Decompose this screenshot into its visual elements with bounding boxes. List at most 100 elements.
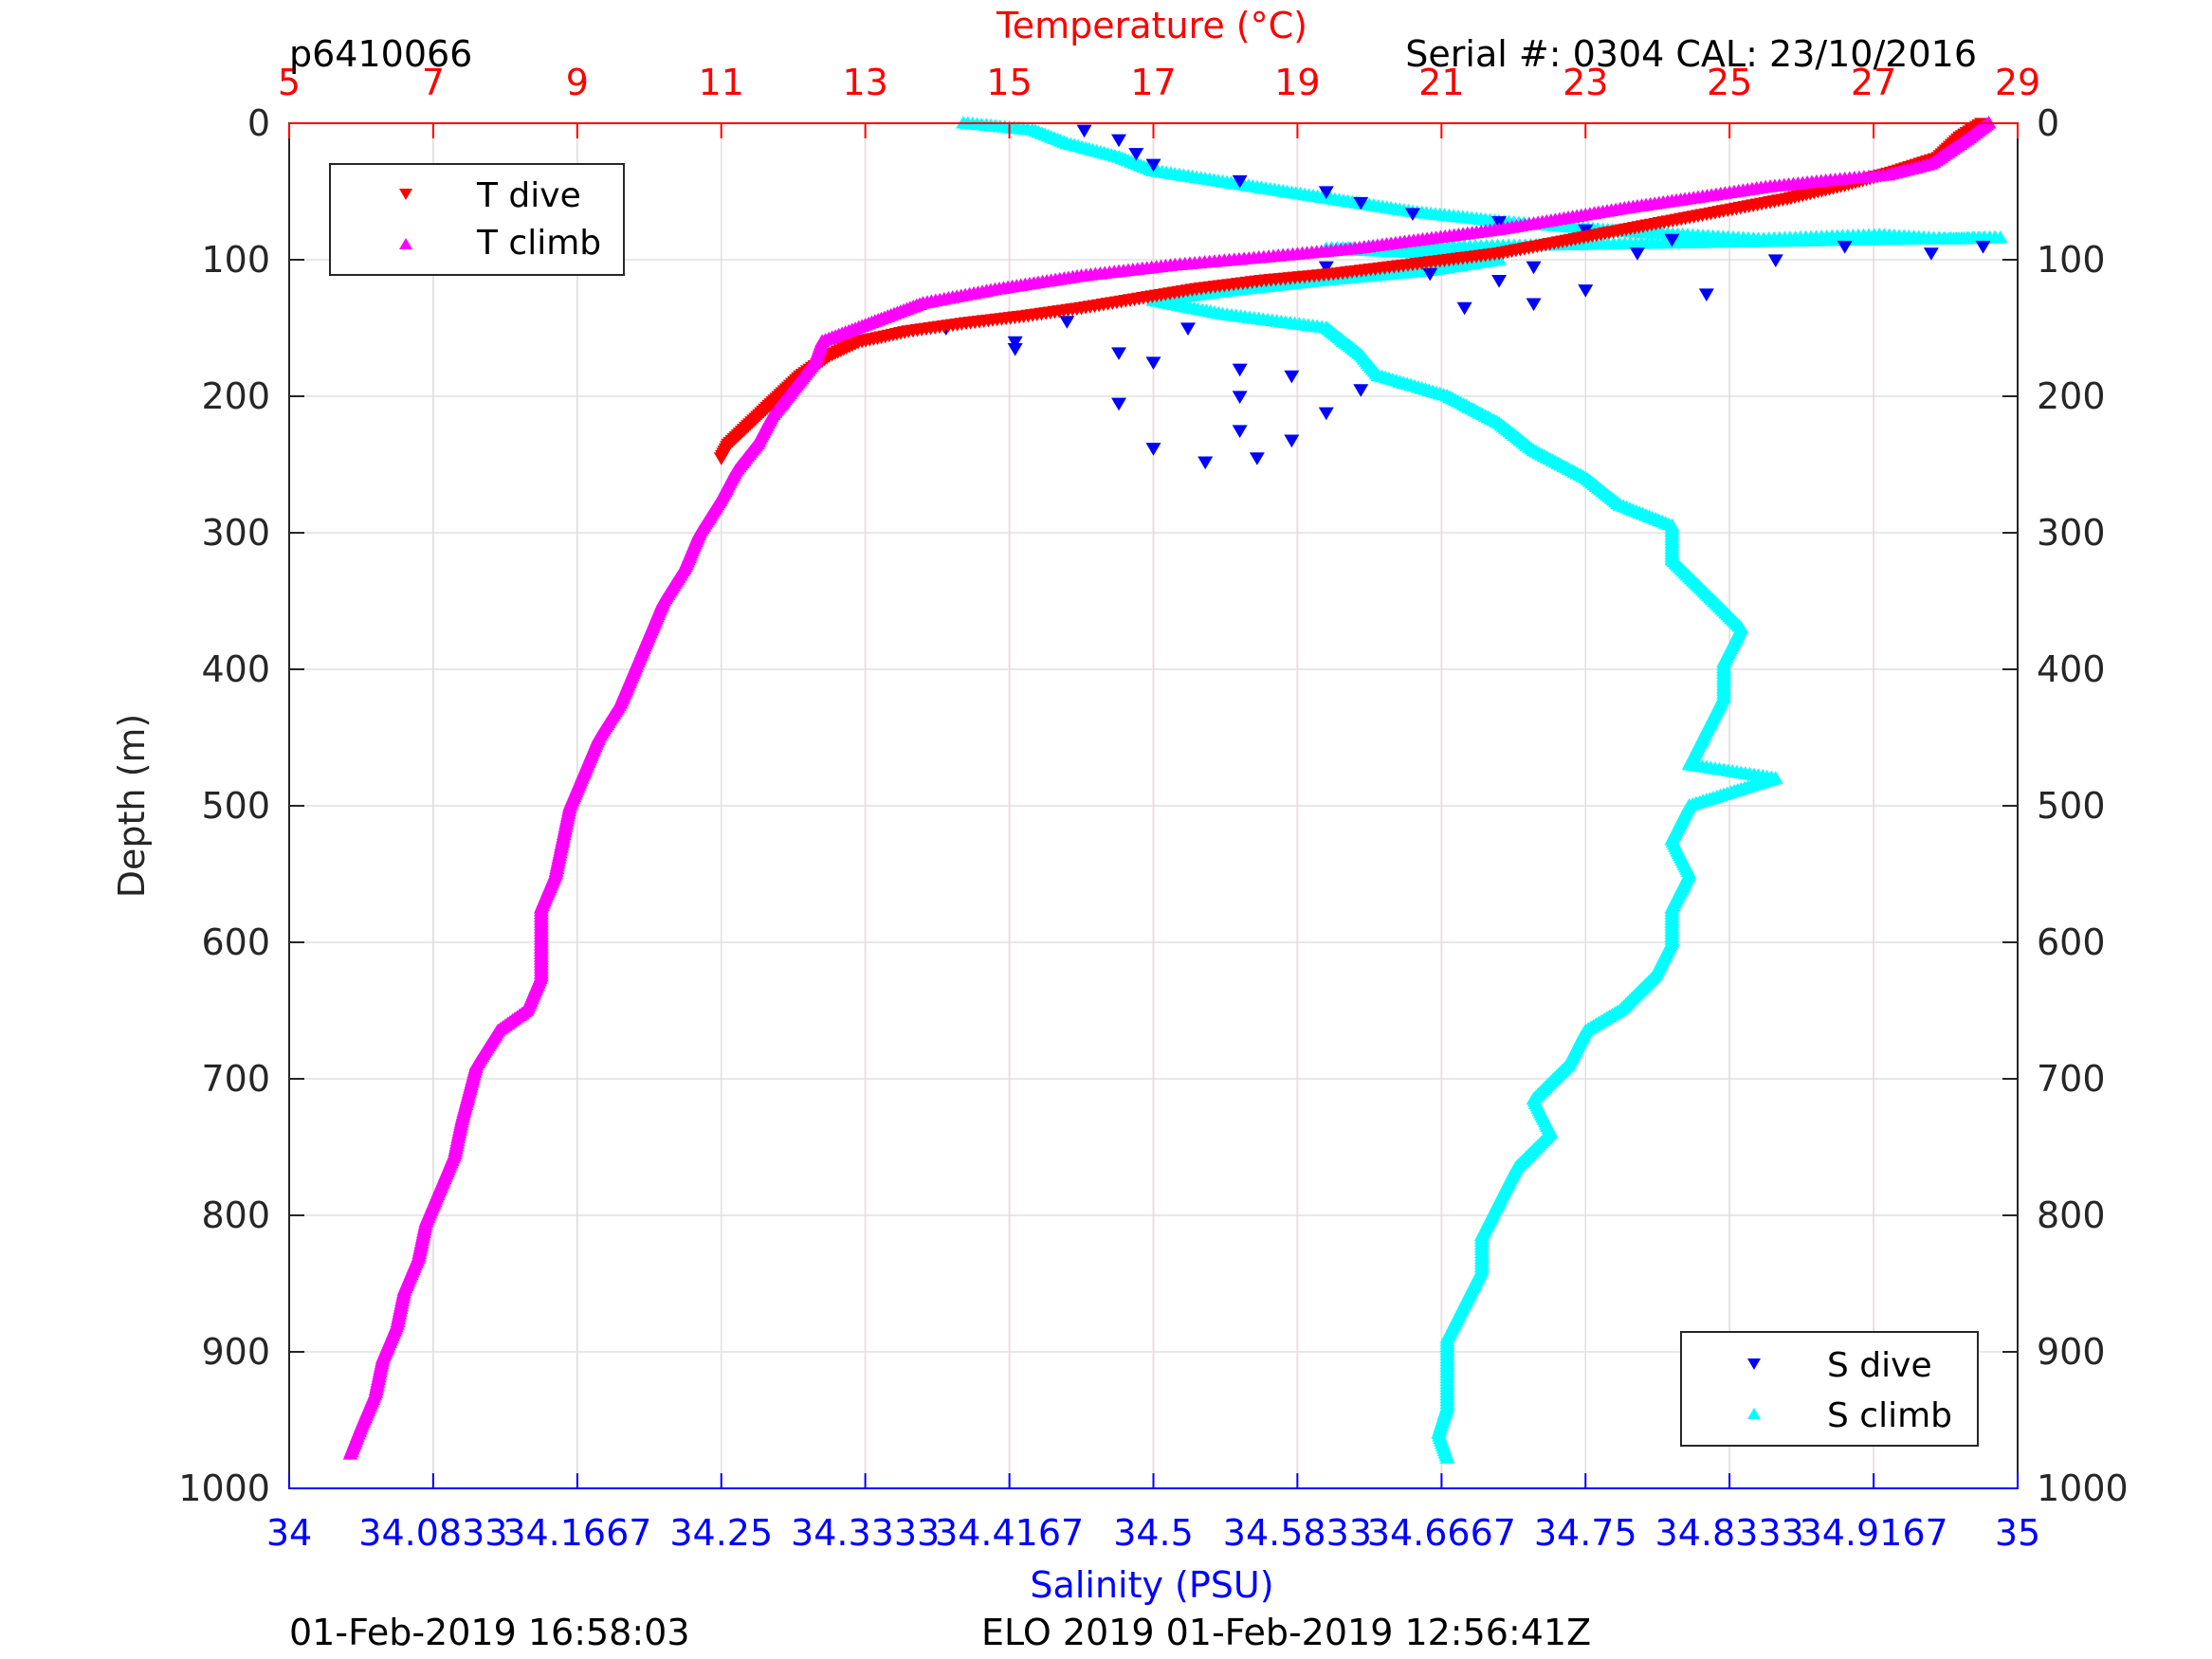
data-point (1128, 148, 1144, 161)
salinity-tick-label: 34.6667 (1367, 1512, 1516, 1554)
salinity-tick-label: 34.5833 (1223, 1512, 1372, 1554)
data-point (1145, 443, 1161, 456)
temperature-tick-label: 7 (422, 62, 445, 103)
legend-t-dive-marker (399, 189, 412, 200)
data-point (1439, 1450, 1455, 1464)
data-point (1578, 284, 1594, 298)
temperature-tick-label: 19 (1274, 62, 1320, 103)
data-point (1975, 241, 1991, 254)
series-s-dive (938, 124, 1991, 470)
data-layer (342, 116, 2008, 1464)
depth-tick-label-left: 500 (201, 785, 270, 827)
salinity-tick-label: 34.3333 (791, 1512, 940, 1554)
temperature-tick-label: 5 (278, 62, 301, 103)
depth-tick-label-left: 800 (201, 1194, 270, 1236)
legend-t-climb-marker (399, 238, 412, 249)
data-point (1232, 425, 1248, 438)
depth-tick-label-left: 0 (247, 102, 270, 144)
legend-temperature: T dive T climb (329, 163, 625, 276)
temperature-tick-label: 11 (699, 62, 744, 103)
data-point (1767, 254, 1783, 267)
data-point (1491, 275, 1508, 288)
depth-tick-label-right: 100 (2037, 239, 2106, 281)
depth-tick-label-right: 600 (2037, 921, 2106, 963)
legend-salinity-box (1680, 1331, 1979, 1447)
data-point (1232, 363, 1248, 377)
legend-s-climb-marker (1747, 1408, 1761, 1419)
data-point (1197, 456, 1214, 470)
data-point (1629, 247, 1645, 261)
data-point (1179, 322, 1196, 336)
data-point (1698, 288, 1714, 301)
salinity-tick-label: 34.0833 (358, 1512, 507, 1554)
temperature-tick-label: 17 (1130, 62, 1176, 103)
data-point (1837, 241, 1853, 254)
data-point (1007, 336, 1023, 350)
data-point (1526, 298, 1542, 312)
data-point (1111, 134, 1127, 148)
salinity-tick-label: 34.4167 (935, 1512, 1084, 1554)
data-point (1526, 261, 1542, 275)
temperature-tick-label: 21 (1418, 62, 1464, 103)
data-point (1249, 452, 1265, 465)
depth-tick-label-left: 600 (201, 921, 270, 963)
legend-s-dive-label: S dive (1827, 1346, 1932, 1385)
temperature-tick-label: 25 (1707, 62, 1752, 103)
salinity-tick-label: 34.25 (669, 1512, 773, 1554)
salinity-tick-label: 34.5 (1113, 1512, 1194, 1554)
temperature-tick-label: 29 (1995, 62, 2040, 103)
salinity-axis-title: Salinity (PSU) (1030, 1564, 1273, 1606)
depth-tick-label-left: 700 (201, 1058, 270, 1100)
data-point (1318, 186, 1334, 199)
depth-tick-label-right: 900 (2037, 1331, 2106, 1373)
depth-tick-label-right: 1000 (2037, 1468, 2129, 1509)
series-s-climb (955, 116, 2008, 1464)
depth-tick-label-left: 1000 (178, 1468, 270, 1509)
serial-cal-label: Serial #: 0304 CAL: 23/10/2016 (1405, 33, 1977, 75)
data-point (713, 452, 729, 465)
depth-axis-title: Depth (m) (111, 714, 153, 899)
legend-s-dive-marker (1747, 1358, 1761, 1370)
data-point (1284, 370, 1300, 384)
salinity-tick-label: 34.75 (1534, 1512, 1637, 1554)
salinity-tick-label: 34.8333 (1655, 1512, 1804, 1554)
data-point (1007, 343, 1023, 356)
data-point (1404, 208, 1420, 222)
data-point (1422, 267, 1438, 282)
depth-tick-label-right: 200 (2037, 375, 2106, 417)
data-point (1111, 347, 1127, 360)
legend-t-dive-label: T dive (476, 176, 581, 215)
depth-tick-label-left: 100 (201, 239, 270, 281)
temperature-tick-label: 13 (842, 62, 887, 103)
temperature-tick-label: 9 (566, 62, 589, 103)
data-point (1353, 196, 1369, 210)
data-point (1232, 391, 1248, 404)
depth-tick-label-right: 300 (2037, 512, 2106, 554)
data-point (1284, 434, 1300, 448)
data-point (1111, 397, 1127, 411)
temperature-tick-label: 23 (1563, 62, 1608, 103)
salinity-tick-label: 35 (1995, 1512, 2040, 1554)
data-point (1145, 356, 1161, 370)
footer-deployment-info: ELO 2019 01-Feb-2019 12:56:41Z (981, 1612, 1591, 1653)
data-point (1232, 174, 1248, 189)
data-point (1318, 261, 1334, 275)
footer-timestamp: 01-Feb-2019 16:58:03 (289, 1612, 690, 1653)
data-point (1664, 233, 1680, 247)
legend-t-climb-label: T climb (476, 224, 601, 263)
series-t-climb (342, 116, 1997, 1460)
series-t-dive (713, 118, 1990, 465)
temperature-tick-label: 27 (1851, 62, 1896, 103)
depth-tick-label-right: 0 (2037, 102, 2059, 144)
depth-tick-label-right: 400 (2037, 648, 2106, 690)
data-point (1076, 124, 1092, 138)
data-point (1145, 158, 1161, 173)
legend-temperature-box (329, 163, 625, 276)
depth-tick-label-left: 900 (201, 1331, 270, 1373)
salinity-tick-label: 34.1667 (503, 1512, 651, 1554)
depth-tick-label-right: 500 (2037, 785, 2106, 827)
depth-tick-label-left: 200 (201, 375, 270, 417)
data-point (1923, 247, 1939, 261)
legend-s-climb-label: S climb (1827, 1396, 1952, 1435)
